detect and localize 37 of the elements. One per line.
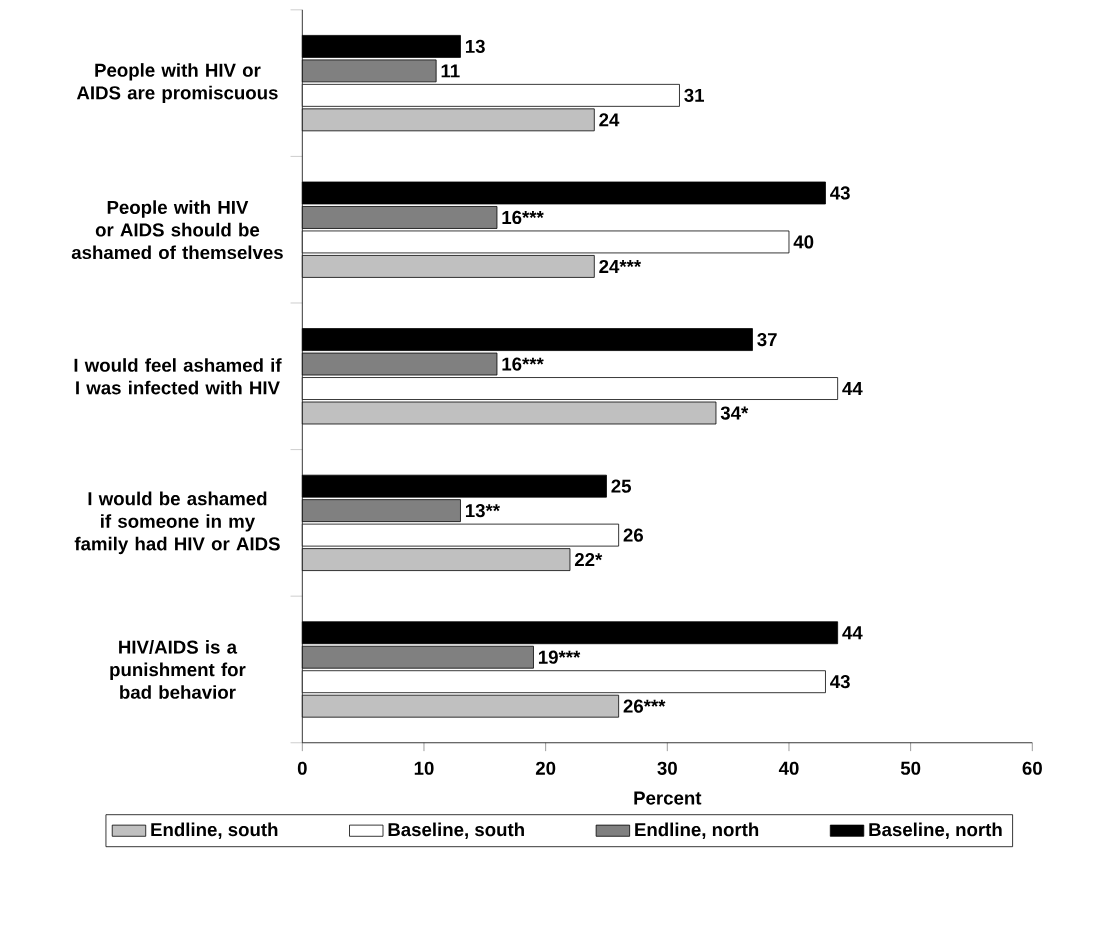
y-tick-label: HIV/AIDS is a punishment for bad behavior — [110, 640, 246, 699]
legend-label: Endline, north — [635, 822, 759, 839]
x-tick-label: 40 — [778, 761, 799, 775]
data-label: 19*** — [538, 650, 581, 664]
x-tick-label: 50 — [900, 761, 921, 775]
data-label: 40 — [793, 235, 814, 249]
data-label: 11 — [441, 64, 460, 78]
x-tick-label: 10 — [414, 761, 434, 775]
data-label: 13 — [465, 39, 485, 54]
data-label: 13** — [465, 504, 501, 518]
x-tick-label: 20 — [535, 761, 556, 775]
y-tick-label: People with HIV or AIDS are promiscuous — [76, 63, 278, 104]
x-tick-label: 30 — [657, 761, 677, 775]
legend-label: Baseline, north — [869, 822, 1002, 839]
x-axis-title: Percent — [634, 791, 702, 805]
x-tick-label: 60 — [1022, 761, 1042, 775]
data-label: 22* — [574, 553, 603, 567]
legend-label: Endline, south — [151, 822, 278, 839]
y-tick-label: People with HIV or AIDS should be ashamed of themselves — [71, 200, 283, 260]
data-label: 37 — [757, 332, 777, 347]
data-label: 26 — [623, 528, 644, 542]
data-label: 43 — [830, 675, 850, 689]
data-label: 25 — [611, 479, 632, 493]
data-label: 26*** — [623, 699, 666, 713]
data-label: 44 — [842, 382, 863, 395]
x-tick-label: 0 — [297, 761, 307, 775]
data-label: 24*** — [599, 259, 642, 273]
data-label: 24 — [599, 113, 620, 127]
data-label: 43 — [830, 186, 850, 200]
data-label: 16*** — [502, 357, 544, 371]
data-label: 44 — [842, 626, 863, 640]
y-tick-label: I would feel ashamed if I was infected with HIV — [74, 358, 282, 395]
data-label: 16*** — [502, 210, 544, 225]
data-label: 31 — [684, 88, 705, 103]
legend-label: Baseline, south — [388, 822, 524, 839]
y-tick-label: I would be ashamed if someone in my family had HIV or AIDS — [74, 491, 280, 555]
data-label: 34* — [720, 406, 749, 420]
